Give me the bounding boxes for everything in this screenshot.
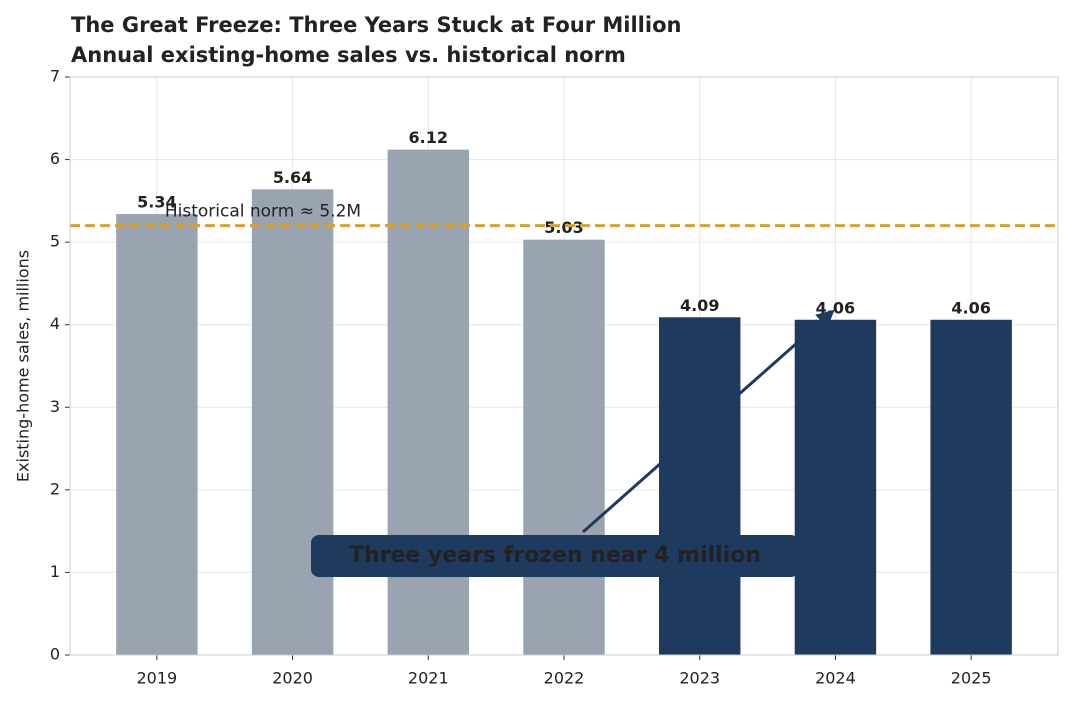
x-tick-label: 2020 bbox=[272, 669, 313, 688]
bar bbox=[251, 189, 334, 655]
annotation-box bbox=[311, 535, 799, 577]
y-tick-label: 6 bbox=[50, 149, 60, 168]
chart-title: The Great Freeze: Three Years Stuck at F… bbox=[71, 13, 681, 37]
reference-label: Historical norm ≈ 5.2M bbox=[165, 202, 361, 222]
y-tick-label: 3 bbox=[50, 397, 60, 416]
y-tick-label: 5 bbox=[50, 232, 60, 251]
x-tick-label: 2023 bbox=[679, 669, 720, 688]
y-tick-label: 0 bbox=[50, 645, 60, 664]
data-label: 5.64 bbox=[273, 168, 312, 187]
data-label: 6.12 bbox=[409, 128, 448, 147]
y-tick-label: 7 bbox=[50, 67, 60, 86]
annotation-arrow bbox=[582, 309, 835, 534]
x-tick-label: 2022 bbox=[544, 669, 585, 688]
bar bbox=[116, 214, 198, 655]
bar bbox=[387, 149, 469, 656]
chart-subtitle: Annual existing-home sales vs. historica… bbox=[71, 43, 626, 67]
data-label: 4.09 bbox=[680, 296, 719, 315]
bar bbox=[659, 317, 741, 655]
data-label: 5.34 bbox=[137, 193, 176, 212]
y-tick-label: 4 bbox=[50, 314, 60, 333]
x-tick-label: 2019 bbox=[136, 669, 177, 688]
bar bbox=[523, 239, 605, 655]
x-tick-label: 2025 bbox=[951, 669, 992, 688]
y-tick-label: 2 bbox=[50, 479, 60, 498]
plot-frame bbox=[69, 76, 1059, 656]
data-label: 5.03 bbox=[544, 218, 583, 237]
annotation: Three years frozen near 4 million bbox=[349, 543, 761, 568]
bar bbox=[930, 319, 1012, 655]
data-label: 4.06 bbox=[816, 298, 855, 317]
x-tick-label: 2024 bbox=[815, 669, 856, 688]
y-axis-label: Existing-home sales, millions bbox=[14, 250, 33, 482]
bar bbox=[794, 319, 877, 655]
y-tick-label: 1 bbox=[50, 562, 60, 581]
x-tick-label: 2021 bbox=[408, 669, 449, 688]
data-label: 4.06 bbox=[951, 298, 990, 317]
